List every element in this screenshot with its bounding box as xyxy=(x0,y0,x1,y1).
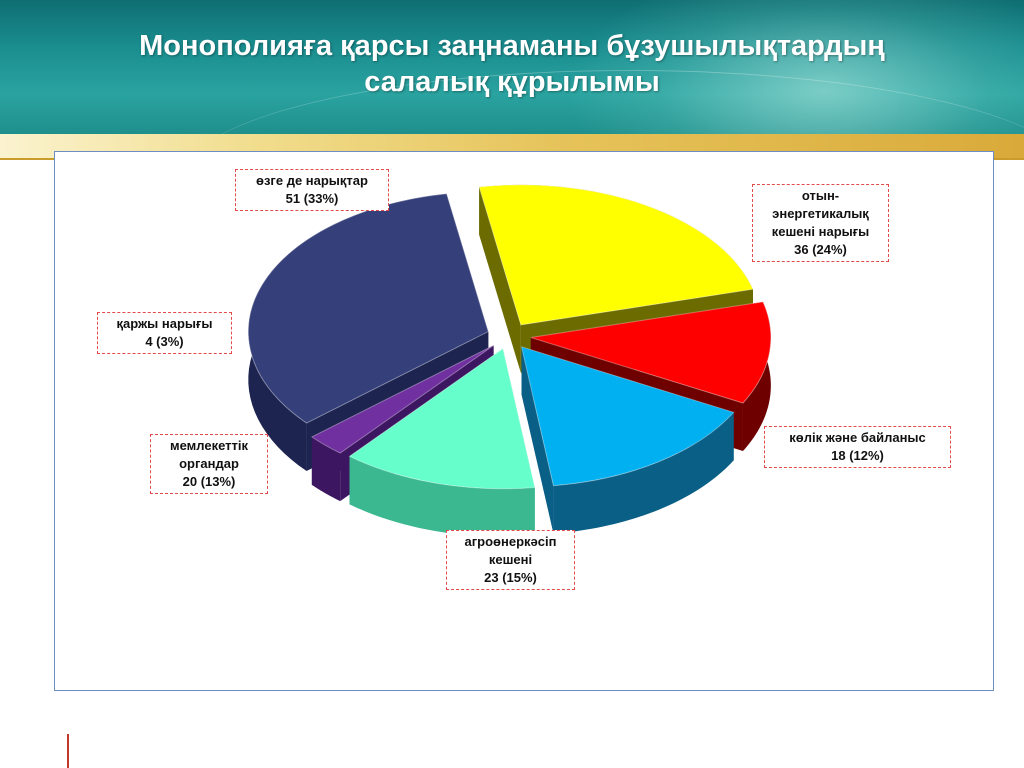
pie-chart xyxy=(247,184,772,537)
slice-outer-wall xyxy=(349,456,535,537)
slice-label-other-markets: өзге де нарықтар 51 (33%) xyxy=(235,169,389,211)
slide-header: Монополияға қарсы заңнаманы бұзушылықтар… xyxy=(0,0,1024,134)
footer-accent-line xyxy=(67,734,69,768)
pie-slice xyxy=(348,347,536,537)
slice-label-transport: көлік және байланыс 18 (12%) xyxy=(764,426,951,468)
slice-label-value: 51 (33%) xyxy=(285,191,339,206)
slice-top-face xyxy=(348,347,536,490)
slide-title: Монополияға қарсы заңнаманы бұзушылықтар… xyxy=(40,28,984,100)
slice-label-value: 23 (15%) xyxy=(484,570,537,585)
slice-label-value: 36 (24%) xyxy=(794,242,847,257)
slice-label-name: өзге де нарықтар xyxy=(256,173,368,188)
slice-label-state-bodies: мемлекеттік органдар 20 (13%) xyxy=(150,434,268,494)
slice-label-name: отын-энергетикалық кешені нарығы xyxy=(771,188,870,239)
slice-top-face xyxy=(530,301,772,404)
slice-side-wall xyxy=(311,345,494,485)
slice-label-value: 18 (12%) xyxy=(831,448,884,463)
slice-label-name: қаржы нарығы xyxy=(116,316,213,331)
slice-label-value: 20 (13%) xyxy=(182,474,236,489)
slice-label-value: 4 (3%) xyxy=(145,334,184,349)
title-line-1: Монополияға қарсы заңнаманы бұзушылықтар… xyxy=(139,30,885,62)
slice-label-finance: қаржы нарығы 4 (3%) xyxy=(97,312,232,354)
slice-outer-wall xyxy=(311,436,341,502)
slice-label-fuel-energy: отын-энергетикалық кешені нарығы 36 (24%… xyxy=(752,184,889,262)
pie-slice xyxy=(520,346,735,534)
slice-side-wall xyxy=(521,346,554,534)
slice-label-name: көлік және байланыс xyxy=(789,430,926,445)
header-arc xyxy=(180,70,1024,134)
slice-top-face xyxy=(478,184,754,326)
slice-top-face xyxy=(520,346,735,487)
slice-label-name: мемлекеттік органдар xyxy=(169,438,249,471)
title-line-2: салалық құрылымы xyxy=(364,66,660,98)
slice-top-face xyxy=(310,344,494,454)
slice-outer-wall xyxy=(553,412,734,534)
slice-label-name: агроөнеркәсіп кешені xyxy=(464,534,557,567)
slice-label-agro: агроөнеркәсіп кешені 23 (15%) xyxy=(446,530,575,590)
